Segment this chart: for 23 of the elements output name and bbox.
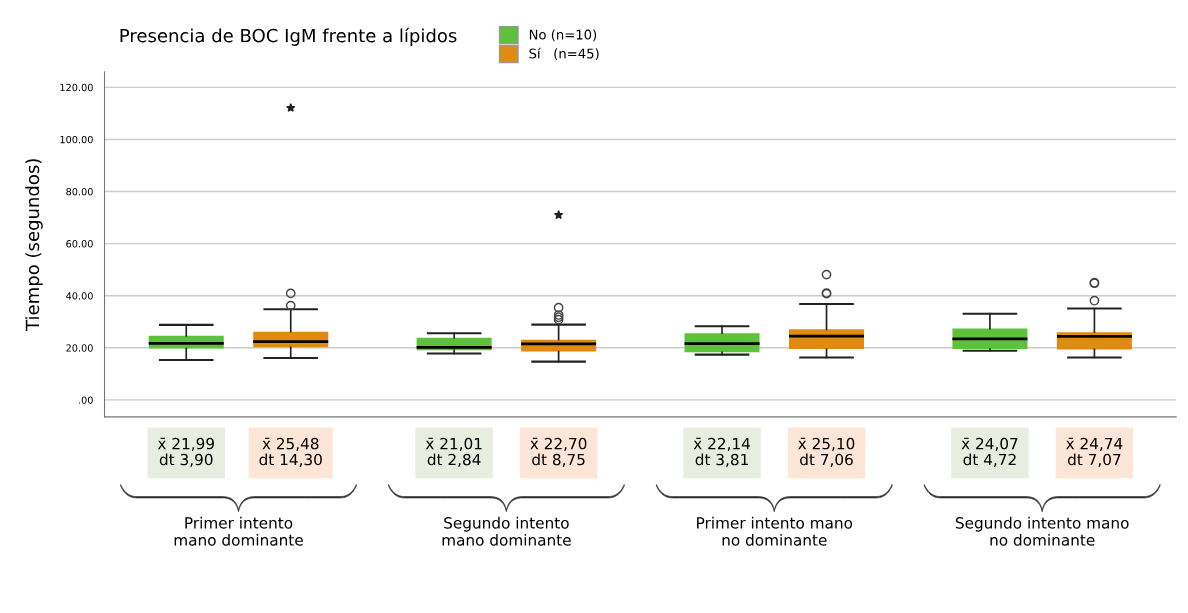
text: x̄ 21,99 dt 3,90 [157, 437, 214, 467]
y-axis-title: Tiempo (segundos) [25, 159, 43, 331]
y-tick-label: 20.00 [66, 344, 93, 352]
y-tick-label: 60.00 [66, 240, 93, 248]
text: x̄ 24,07 dt 4,72 [961, 437, 1018, 467]
x-tick-label: Primer intento mano dominante [174, 516, 303, 546]
y-tick-label: 100.00 [60, 135, 93, 144]
text: x̄ 25,48 dt 14,30 [259, 437, 322, 467]
chart-title: Presencia de BOC IgM frente a lípidos [120, 27, 457, 46]
y-tick-label: 40.00 [66, 292, 93, 300]
text: x̄ 24,74 dt 7,07 [1066, 437, 1123, 467]
text: x̄ 22,14 dt 3,81 [693, 437, 750, 467]
legend-label: Sí (n=45) [529, 47, 599, 61]
x-tick-label: Primer intento mano no dominante [697, 516, 853, 546]
y-tick-label: 80.00 [66, 188, 93, 196]
text: x̄ 25,10 dt 7,06 [798, 437, 855, 467]
text: x̄ 22,70 dt 8,75 [530, 437, 587, 467]
x-tick-label: Segundo intento mano dominante [442, 516, 571, 546]
legend-label: No (n=10) [529, 29, 597, 42]
x-tick-label: Segundo intento mano no dominante [955, 516, 1129, 546]
text: x̄ 21,01 dt 2,84 [425, 437, 482, 467]
y-tick-label: .00 [79, 396, 93, 404]
y-tick-label: 120.00 [60, 83, 93, 92]
